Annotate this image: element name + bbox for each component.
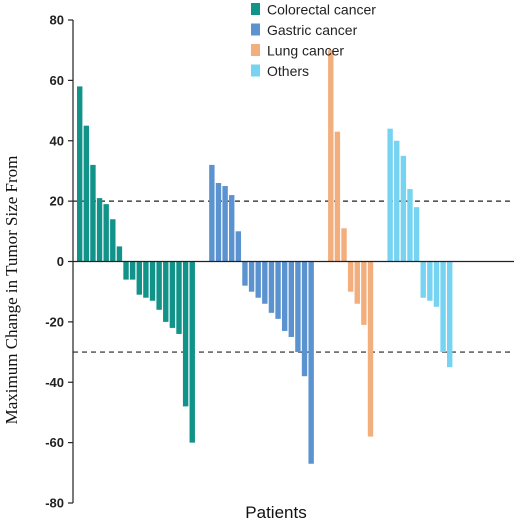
y-tick-label: 40 <box>50 133 64 148</box>
bar <box>420 261 426 298</box>
bar <box>103 204 109 262</box>
legend-swatch <box>251 23 260 36</box>
y-tick-label: -20 <box>45 314 64 329</box>
bar <box>295 261 301 353</box>
bar <box>77 86 83 262</box>
bar <box>136 261 142 295</box>
bar <box>400 155 407 262</box>
bar <box>367 261 374 437</box>
axes-group: 80 60 40 20 0 -20 -40 -60 -80 <box>45 13 514 511</box>
bar <box>116 246 123 262</box>
bar <box>169 261 176 328</box>
bar <box>209 164 215 262</box>
y-tick-label: 80 <box>50 13 64 28</box>
bar <box>235 231 242 262</box>
bar <box>334 131 341 262</box>
y-tick-label: 0 <box>57 254 64 269</box>
bar <box>413 207 420 262</box>
bar <box>163 261 169 322</box>
legend: Colorectal cancer Gastric cancer Lung canc… <box>251 2 376 79</box>
legend-swatch <box>251 3 260 15</box>
bar <box>268 261 275 313</box>
bars-group <box>77 50 453 464</box>
bar <box>156 261 162 310</box>
bar <box>394 140 400 262</box>
bar <box>189 261 195 443</box>
bar <box>182 261 189 407</box>
bar <box>308 261 314 464</box>
y-tick-label: -80 <box>45 496 64 511</box>
bar <box>361 261 367 325</box>
bar <box>447 261 453 368</box>
bar <box>354 261 360 304</box>
legend-label: Gastric cancer <box>267 22 358 38</box>
bar <box>387 128 393 262</box>
bar <box>222 186 228 262</box>
y-tick-label: -60 <box>45 435 64 450</box>
bar <box>149 261 156 301</box>
bar <box>341 228 347 262</box>
bar <box>440 261 446 353</box>
legend-label: Lung cancer <box>267 43 344 59</box>
bar <box>288 261 294 337</box>
bar <box>275 261 281 319</box>
bar <box>110 219 116 262</box>
bar <box>229 195 235 262</box>
bar <box>96 198 103 262</box>
reference-lines <box>73 200 514 353</box>
bar <box>262 261 268 304</box>
y-tick-label: 60 <box>50 73 64 88</box>
bar <box>328 50 334 262</box>
bar <box>433 261 440 307</box>
bar <box>427 261 433 301</box>
bar <box>83 125 90 262</box>
bar <box>90 164 96 262</box>
y-axis-label: Maximum Change in Tumor Size From <box>2 156 21 425</box>
legend-label: Others <box>267 63 309 79</box>
bar <box>123 261 129 280</box>
bar <box>255 261 261 298</box>
bar <box>301 261 308 377</box>
bar <box>215 183 222 262</box>
bar <box>242 261 248 286</box>
bar <box>407 189 413 262</box>
legend-swatch <box>251 64 260 77</box>
x-axis-label: Patients <box>245 503 306 522</box>
bar <box>281 261 288 331</box>
bar <box>143 261 149 298</box>
y-tick-label: 20 <box>50 194 64 209</box>
bar <box>176 261 182 334</box>
legend-label: Colorectal cancer <box>267 2 376 18</box>
y-tick-label: -40 <box>45 375 64 390</box>
legend-swatch <box>251 44 260 56</box>
bar <box>347 261 354 292</box>
bar <box>248 261 255 292</box>
bar <box>129 261 136 280</box>
